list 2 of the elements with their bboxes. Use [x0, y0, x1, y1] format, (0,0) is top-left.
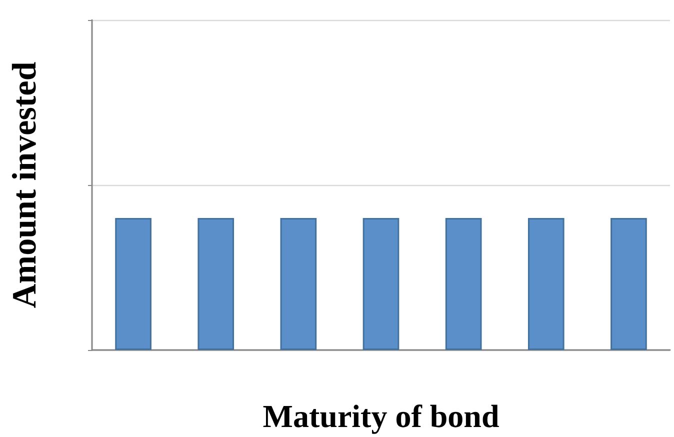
x-axis-title: Maturity of bond	[262, 398, 500, 434]
y-axis-title: Amount invested	[6, 62, 44, 308]
